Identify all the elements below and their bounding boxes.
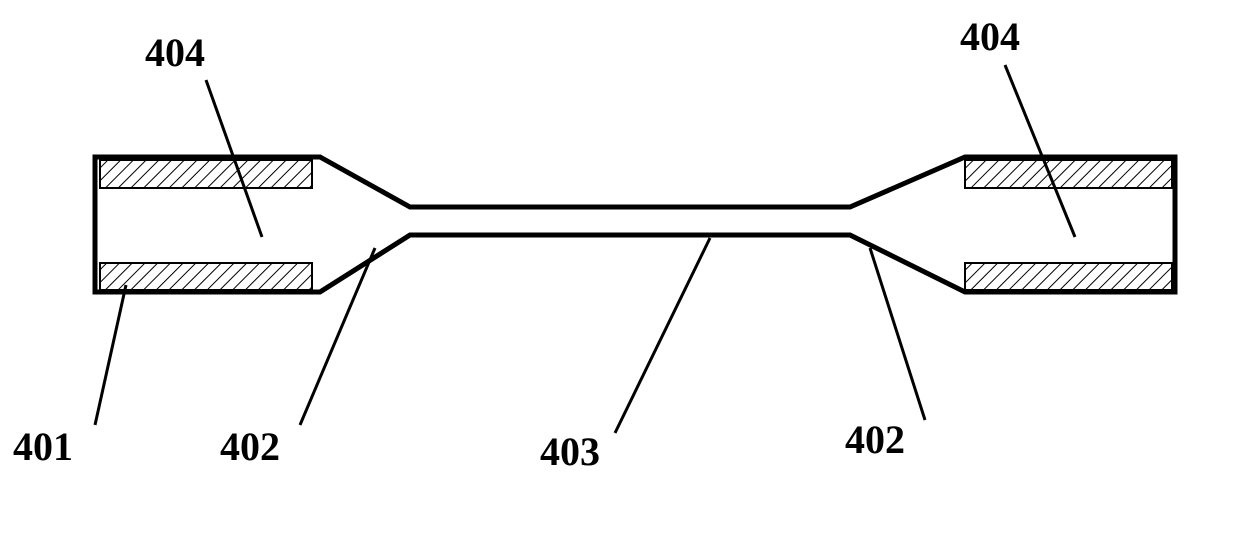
specimen-diagram: 404 404 401 402 403 402: [0, 0, 1240, 534]
grip-bar-bottom-right: [965, 263, 1172, 290]
leader-403: [615, 238, 710, 433]
label-402-right: 402: [845, 417, 905, 462]
leader-402-right: [870, 248, 925, 420]
label-403: 403: [540, 429, 600, 474]
label-404-left: 404: [145, 30, 205, 75]
leader-404-right: [1005, 65, 1075, 237]
grip-bar-top-left: [100, 160, 312, 188]
grip-bar-bottom-left: [100, 263, 312, 290]
label-404-right: 404: [960, 14, 1020, 59]
leader-401: [95, 285, 126, 425]
grip-bar-top-right: [965, 160, 1172, 188]
label-402-left: 402: [220, 424, 280, 469]
label-401: 401: [13, 424, 73, 469]
